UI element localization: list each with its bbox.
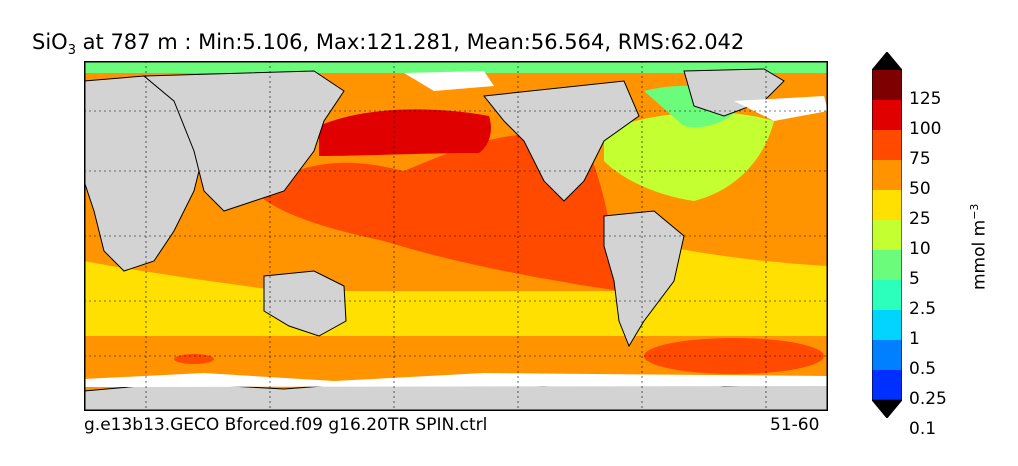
colorbar [872,52,902,418]
colorbar-segment [872,370,902,401]
colorbar-tick-label: 0.25 [909,389,947,409]
colorbar-tick-label: 50 [909,179,931,199]
years-label: 51-60 [770,415,820,435]
land-australia [263,270,347,337]
field-arctic-strip [84,61,828,73]
colorbar-tick-label: 1 [909,329,920,349]
field-npacific-100-125 [319,109,491,156]
map-frame [84,61,828,411]
field-south-red-2 [174,354,214,364]
colorbar-segment [872,130,902,161]
colorbar-segment [872,160,902,191]
colorbar-segment [872,280,902,311]
colorbar-segment [872,190,902,221]
ice-arctic-2 [734,96,828,121]
land-asia [142,70,345,212]
colorbar-tick-label: 75 [909,149,931,169]
land-south-america [603,210,685,348]
colorbar-segment [872,250,902,281]
colorbar-segment [872,310,902,341]
colorbar-tick-label: 2.5 [909,299,937,319]
colorbar-segment [872,399,902,400]
colorbar-bottom-extend [872,400,902,418]
grid-lines [84,61,828,411]
plot-title: SiO3 at 787 m : Min:5.106, Max:121.281, … [32,30,745,59]
ice-arctic-1 [404,71,494,91]
colorbar-units: mmol m−3 [968,203,990,290]
colorbar-tick-label: 0.5 [909,359,937,379]
colorbar-top-extend [872,52,902,70]
field-satlantic-25-50 [644,241,828,331]
colorbar-tick-label: 5 [909,269,920,289]
ocean-map [84,61,828,411]
colorbar-tick-label: 100 [909,119,942,139]
field-pacific-75-100 [254,133,619,291]
colorbar-segment [872,220,902,251]
field-natlantic-10-25 [604,112,774,201]
colorbar-tick-label: 0.1 [909,419,937,439]
ice-antarctic [84,373,828,387]
colorbar-tick-label: 125 [909,89,942,109]
colorbar-tick-label: 10 [909,239,931,259]
colorbar-segment [872,100,902,131]
colorbar-tick-label: 25 [909,209,931,229]
colorbar-segment [872,70,902,101]
run-name-label: g.e13b13.GECO Bforced.f09 g16.20TR SPIN.… [84,415,488,435]
colorbar-segment [872,340,902,371]
